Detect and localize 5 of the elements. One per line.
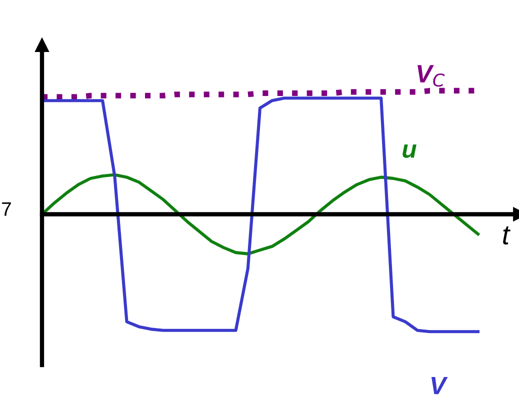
series-label: V$_{C}$ — [418, 65, 445, 87]
x-axis-title: t — [503, 226, 511, 245]
series-label: u — [402, 144, 416, 158]
series-label: V — [431, 376, 448, 394]
text: 7 — [2, 202, 11, 216]
